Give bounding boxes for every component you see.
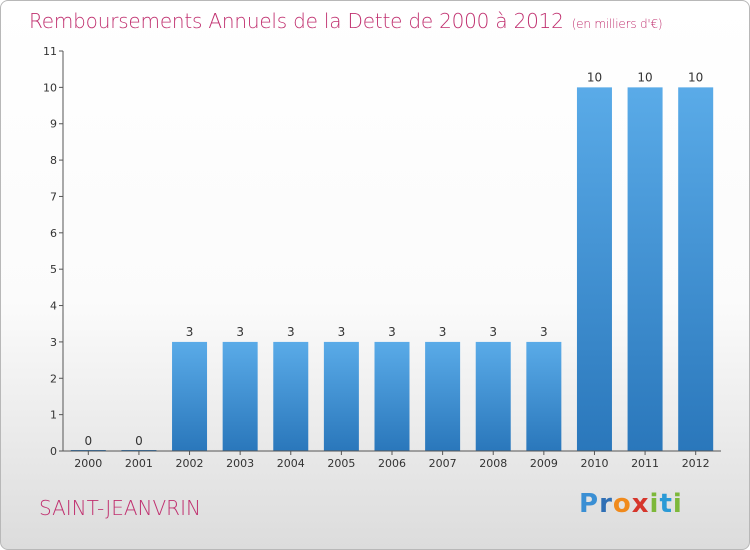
- y-tick-label: 7: [50, 190, 57, 203]
- y-tick-label: 1: [50, 409, 57, 422]
- logo-letter: P: [579, 489, 600, 519]
- data-label: 10: [587, 70, 602, 84]
- logo-letter: i: [649, 489, 660, 519]
- proxiti-logo: Proxiti: [579, 489, 683, 519]
- data-label: 3: [236, 325, 244, 339]
- y-tick-label: 4: [50, 300, 57, 313]
- x-tick-label: 2004: [277, 457, 305, 470]
- y-tick-label: 3: [50, 336, 57, 349]
- data-label: 3: [489, 325, 497, 339]
- data-label: 0: [135, 434, 143, 448]
- data-label: 3: [439, 325, 447, 339]
- bar: [273, 341, 309, 451]
- x-tick-label: 2011: [631, 457, 659, 470]
- logo-letter: r: [599, 489, 613, 519]
- bar: [678, 87, 714, 451]
- bar: [374, 341, 410, 451]
- title-unit: (en milliers d'€): [571, 17, 663, 31]
- title-text: Remboursements Annuels de la Dette de 20…: [29, 9, 564, 33]
- x-tick-label: 2010: [580, 457, 608, 470]
- data-label: 3: [540, 325, 548, 339]
- bar: [222, 341, 258, 451]
- logo-letter: i: [672, 489, 683, 519]
- data-label: 10: [637, 70, 652, 84]
- x-tick-label: 2007: [429, 457, 457, 470]
- x-tick-label: 2008: [479, 457, 507, 470]
- data-label: 3: [338, 325, 346, 339]
- x-tick-label: 2009: [530, 457, 558, 470]
- logo-letter: o: [612, 489, 632, 519]
- logo-letter: t: [659, 489, 673, 519]
- data-label: 3: [388, 325, 396, 339]
- y-tick-label: 11: [43, 45, 57, 58]
- bar: [526, 341, 562, 451]
- commune-name: SAINT-JEANVRIN: [39, 496, 201, 520]
- logo-letter: x: [631, 489, 650, 519]
- y-axis: 0 1 2 3 4 5 6 7 8 9 10 11: [43, 45, 64, 458]
- y-tick-label: 0: [50, 445, 57, 458]
- bar: [172, 341, 208, 451]
- bar: [425, 341, 461, 451]
- x-tick-label: 2006: [378, 457, 406, 470]
- x-tick-label: 2012: [682, 457, 710, 470]
- bar: [576, 87, 612, 451]
- data-label: 10: [688, 70, 703, 84]
- x-tick-label: 2001: [125, 457, 153, 470]
- x-tick-label: 2000: [74, 457, 102, 470]
- y-tick-label: 2: [50, 372, 57, 385]
- bars: 0 0 3 3 3 3 3 3 3 3 10 10 10: [70, 70, 714, 451]
- data-label: 3: [186, 325, 194, 339]
- y-tick-label: 9: [50, 118, 57, 131]
- y-tick-label: 8: [50, 154, 57, 167]
- x-tick-label: 2003: [226, 457, 254, 470]
- data-label: 0: [84, 434, 92, 448]
- x-axis: 2000 2001 2002 2003 2004 2005 2006 2007 2008 2009…: [63, 450, 721, 470]
- bar: [475, 341, 511, 451]
- data-label: 3: [287, 325, 295, 339]
- y-tick-label: 5: [50, 263, 57, 276]
- chart-title: Remboursements Annuels de la Dette de 20…: [29, 9, 663, 33]
- y-tick-label: 6: [50, 227, 57, 240]
- x-tick-label: 2005: [327, 457, 355, 470]
- x-tick-label: 2002: [176, 457, 204, 470]
- y-tick-label: 10: [43, 81, 57, 94]
- bar: [323, 341, 359, 451]
- bar: [627, 87, 663, 451]
